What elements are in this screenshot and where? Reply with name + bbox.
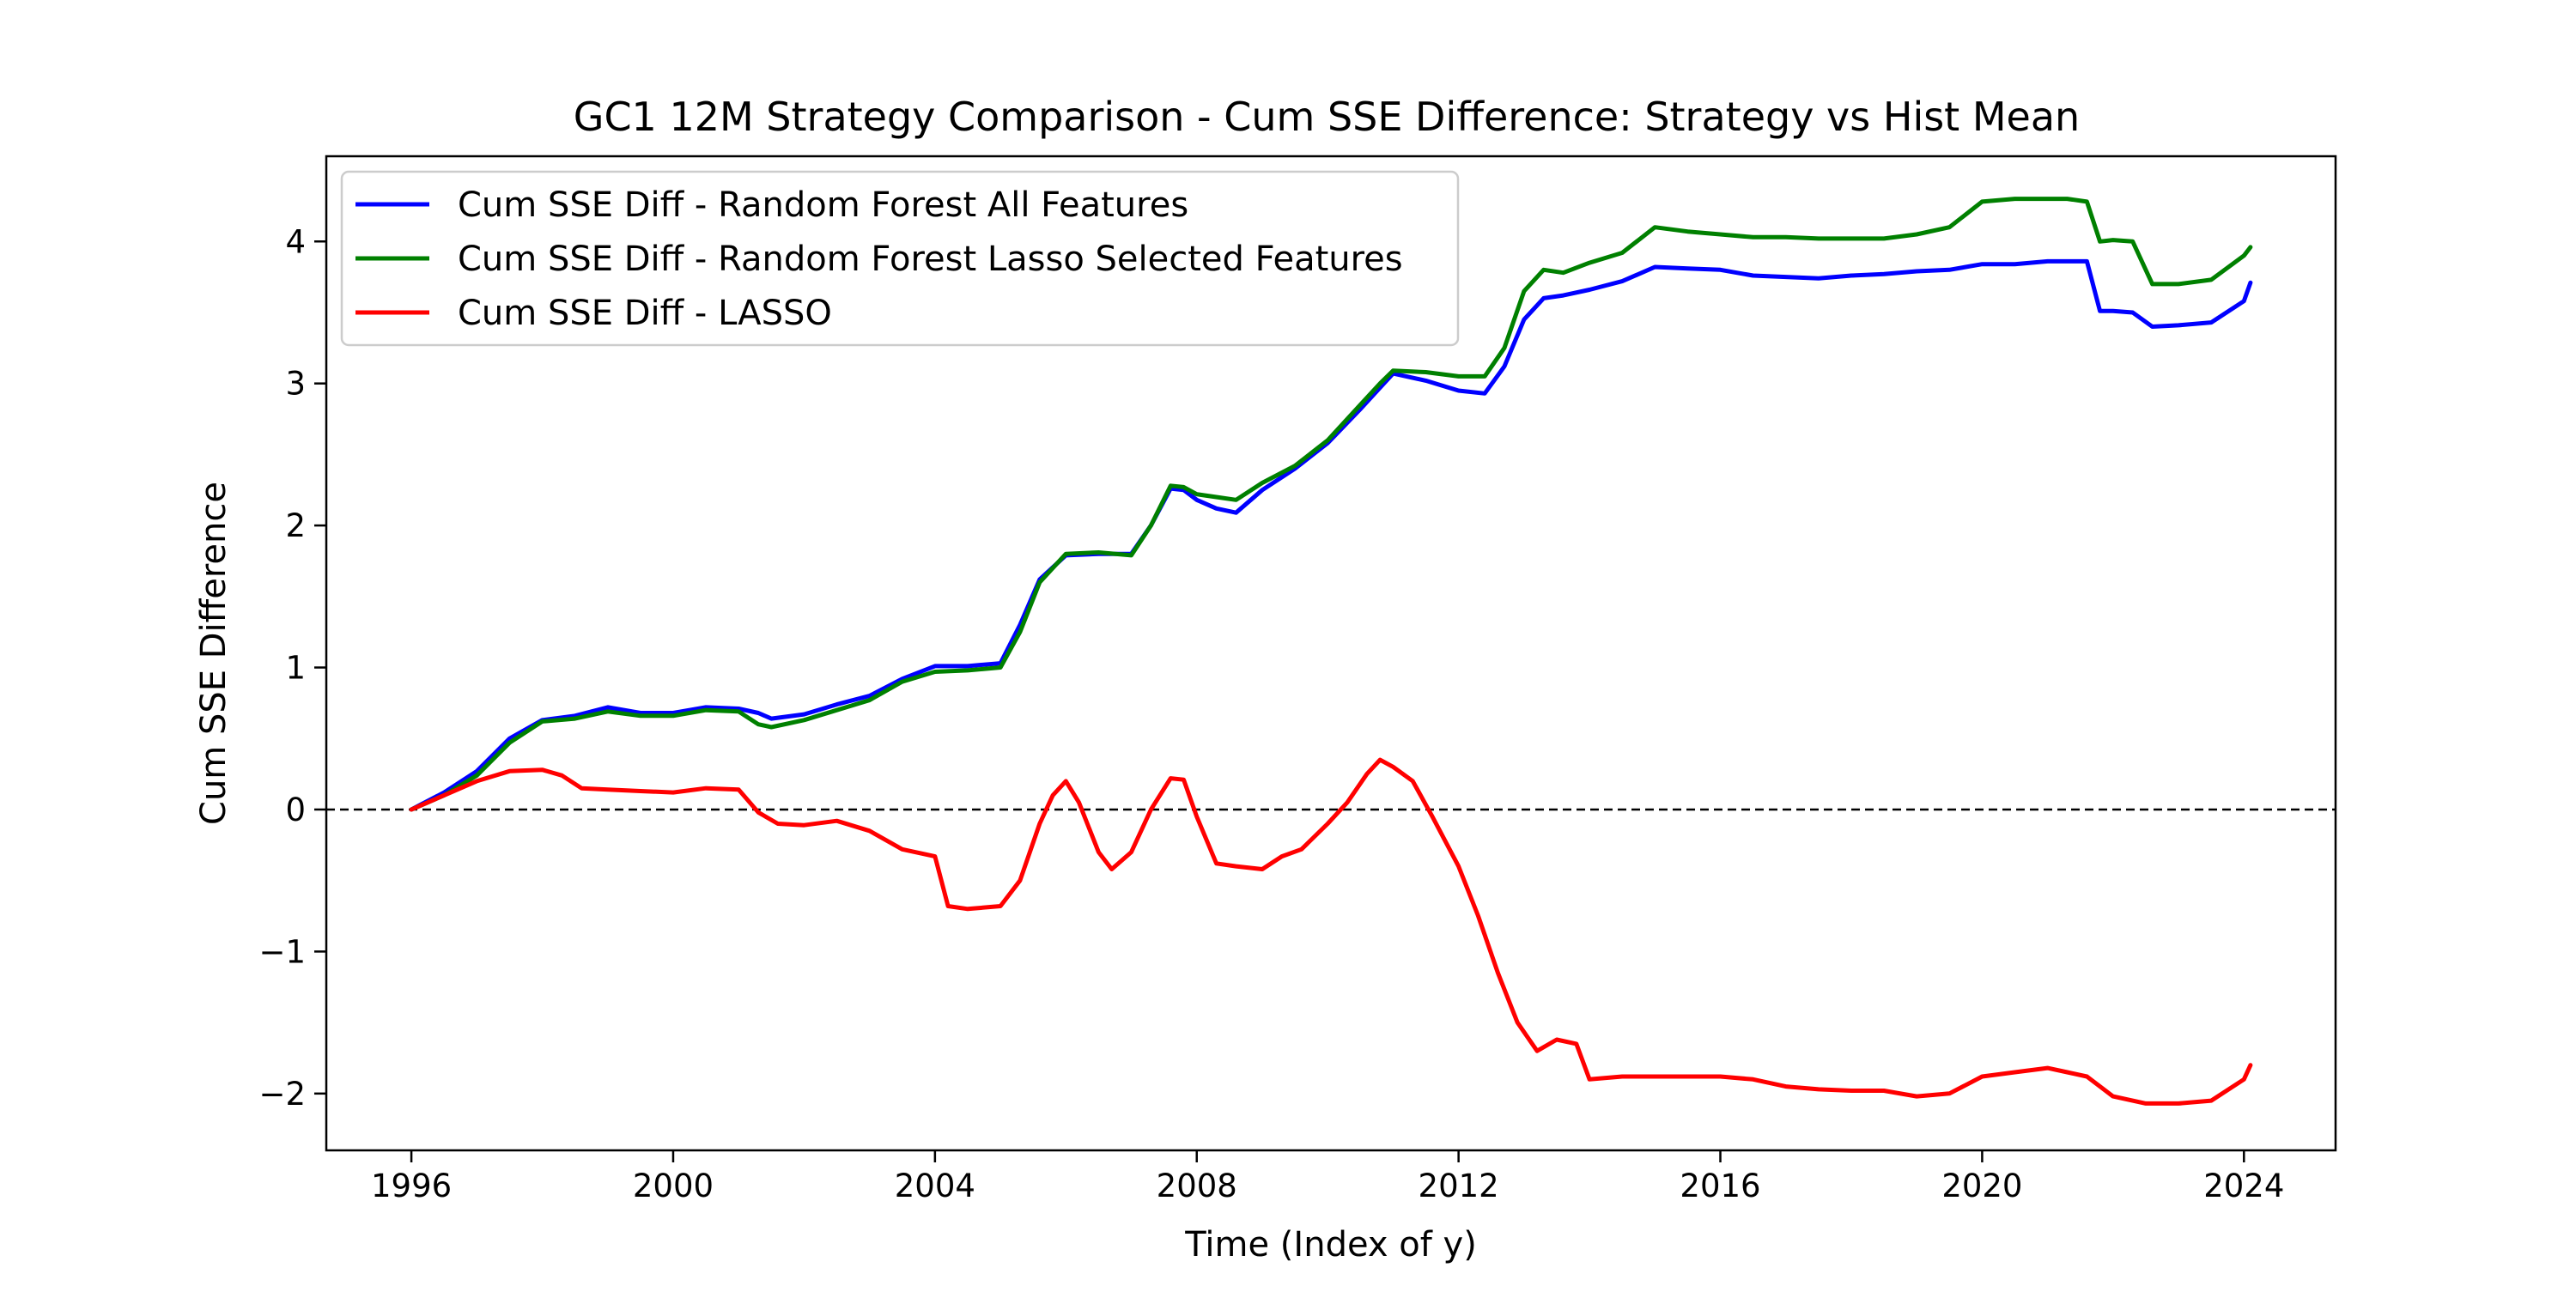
series-line-3	[409, 757, 2253, 1106]
chart-title: GC1 12M Strategy Comparison - Cum SSE Di…	[574, 94, 2080, 140]
x-tick-label: 1996	[371, 1168, 452, 1204]
y-tick-label: −1	[258, 933, 306, 970]
y-tick-label: 1	[285, 650, 306, 687]
legend-label-1: Cum SSE Diff - Random Forest All Feature…	[458, 185, 1188, 225]
legend: Cum SSE Diff - Random Forest All Feature…	[340, 170, 1460, 347]
y-tick-label: 3	[285, 366, 306, 403]
legend-label-2: Cum SSE Diff - Random Forest Lasso Selec…	[458, 240, 1403, 279]
x-tick-label: 2020	[1941, 1168, 2022, 1204]
x-tick-label: 2000	[633, 1168, 714, 1204]
x-axis-label: Time (Index of y)	[1184, 1225, 1477, 1265]
plot-frame	[325, 155, 2337, 1152]
y-tick-label: 4	[285, 223, 306, 260]
x-tick-label: 2004	[895, 1168, 975, 1204]
x-tick-label: 2024	[2203, 1168, 2284, 1204]
y-tick-label: −2	[258, 1076, 306, 1113]
y-tick-label: 2	[285, 507, 306, 544]
x-tick-label: 2008	[1157, 1168, 1237, 1204]
axis-ticks: 1996 2000 2004 2008 2012 2016 2020 2024 −2 −1 0 1 2 3…	[258, 223, 2284, 1204]
x-tick-label: 2016	[1680, 1168, 1760, 1204]
series-line-1	[409, 258, 2253, 812]
series-line-2	[409, 197, 2253, 812]
x-tick-label: 2012	[1419, 1168, 1499, 1204]
y-tick-label: 0	[285, 792, 306, 828]
plot-area	[326, 197, 2336, 1106]
legend-box	[340, 170, 1460, 347]
legend-label-3: Cum SSE Diff - LASSO	[458, 294, 832, 333]
y-axis-label: Cum SSE Difference	[194, 482, 234, 825]
